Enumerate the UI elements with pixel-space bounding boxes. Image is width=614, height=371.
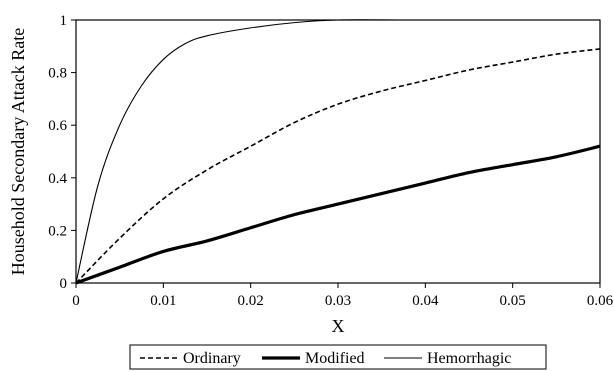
x-tick-label: 0 xyxy=(72,293,80,309)
ticks: 0 0.01 0.02 0.03 0.04 0.05 0.06 0 0.2 0.4 0.6 0.8 1 xyxy=(48,13,613,309)
y-tick-label: 0 xyxy=(60,276,68,292)
series-line-ordinary xyxy=(75,48,601,284)
y-axis-title: Household Secondary Attack Rate xyxy=(8,28,28,275)
legend: Ordinary Modified Hemorrhagic xyxy=(129,344,547,370)
x-tick-label: 0.03 xyxy=(325,293,351,309)
y-tick-label: 0.6 xyxy=(48,118,67,134)
plot-frame xyxy=(75,19,601,284)
x-tick-label: 0.02 xyxy=(238,293,264,309)
series-lines xyxy=(75,19,601,285)
x-tick-label: 0.01 xyxy=(150,293,176,309)
plot-area xyxy=(75,19,601,284)
legend-box xyxy=(129,344,547,370)
y-tick-label: 0.4 xyxy=(48,171,67,187)
legend-label-hemorrhagic: Hemorrhagic xyxy=(427,350,511,367)
y-tick-label: 0.2 xyxy=(48,223,67,239)
y-tick-label: 1 xyxy=(60,13,68,29)
legend-label-ordinary: Ordinary xyxy=(183,350,241,367)
x-tick-label: 0.04 xyxy=(412,293,439,309)
x-tick-label: 0.05 xyxy=(500,293,526,309)
y-tick-label: 0.8 xyxy=(48,66,67,82)
legend-label-modified: Modified xyxy=(305,350,365,367)
series-line-hemorrhagic xyxy=(75,19,400,284)
x-tick-label: 0.06 xyxy=(587,293,614,309)
x-axis-title: X xyxy=(332,316,345,336)
series-line-modified xyxy=(75,144,601,285)
